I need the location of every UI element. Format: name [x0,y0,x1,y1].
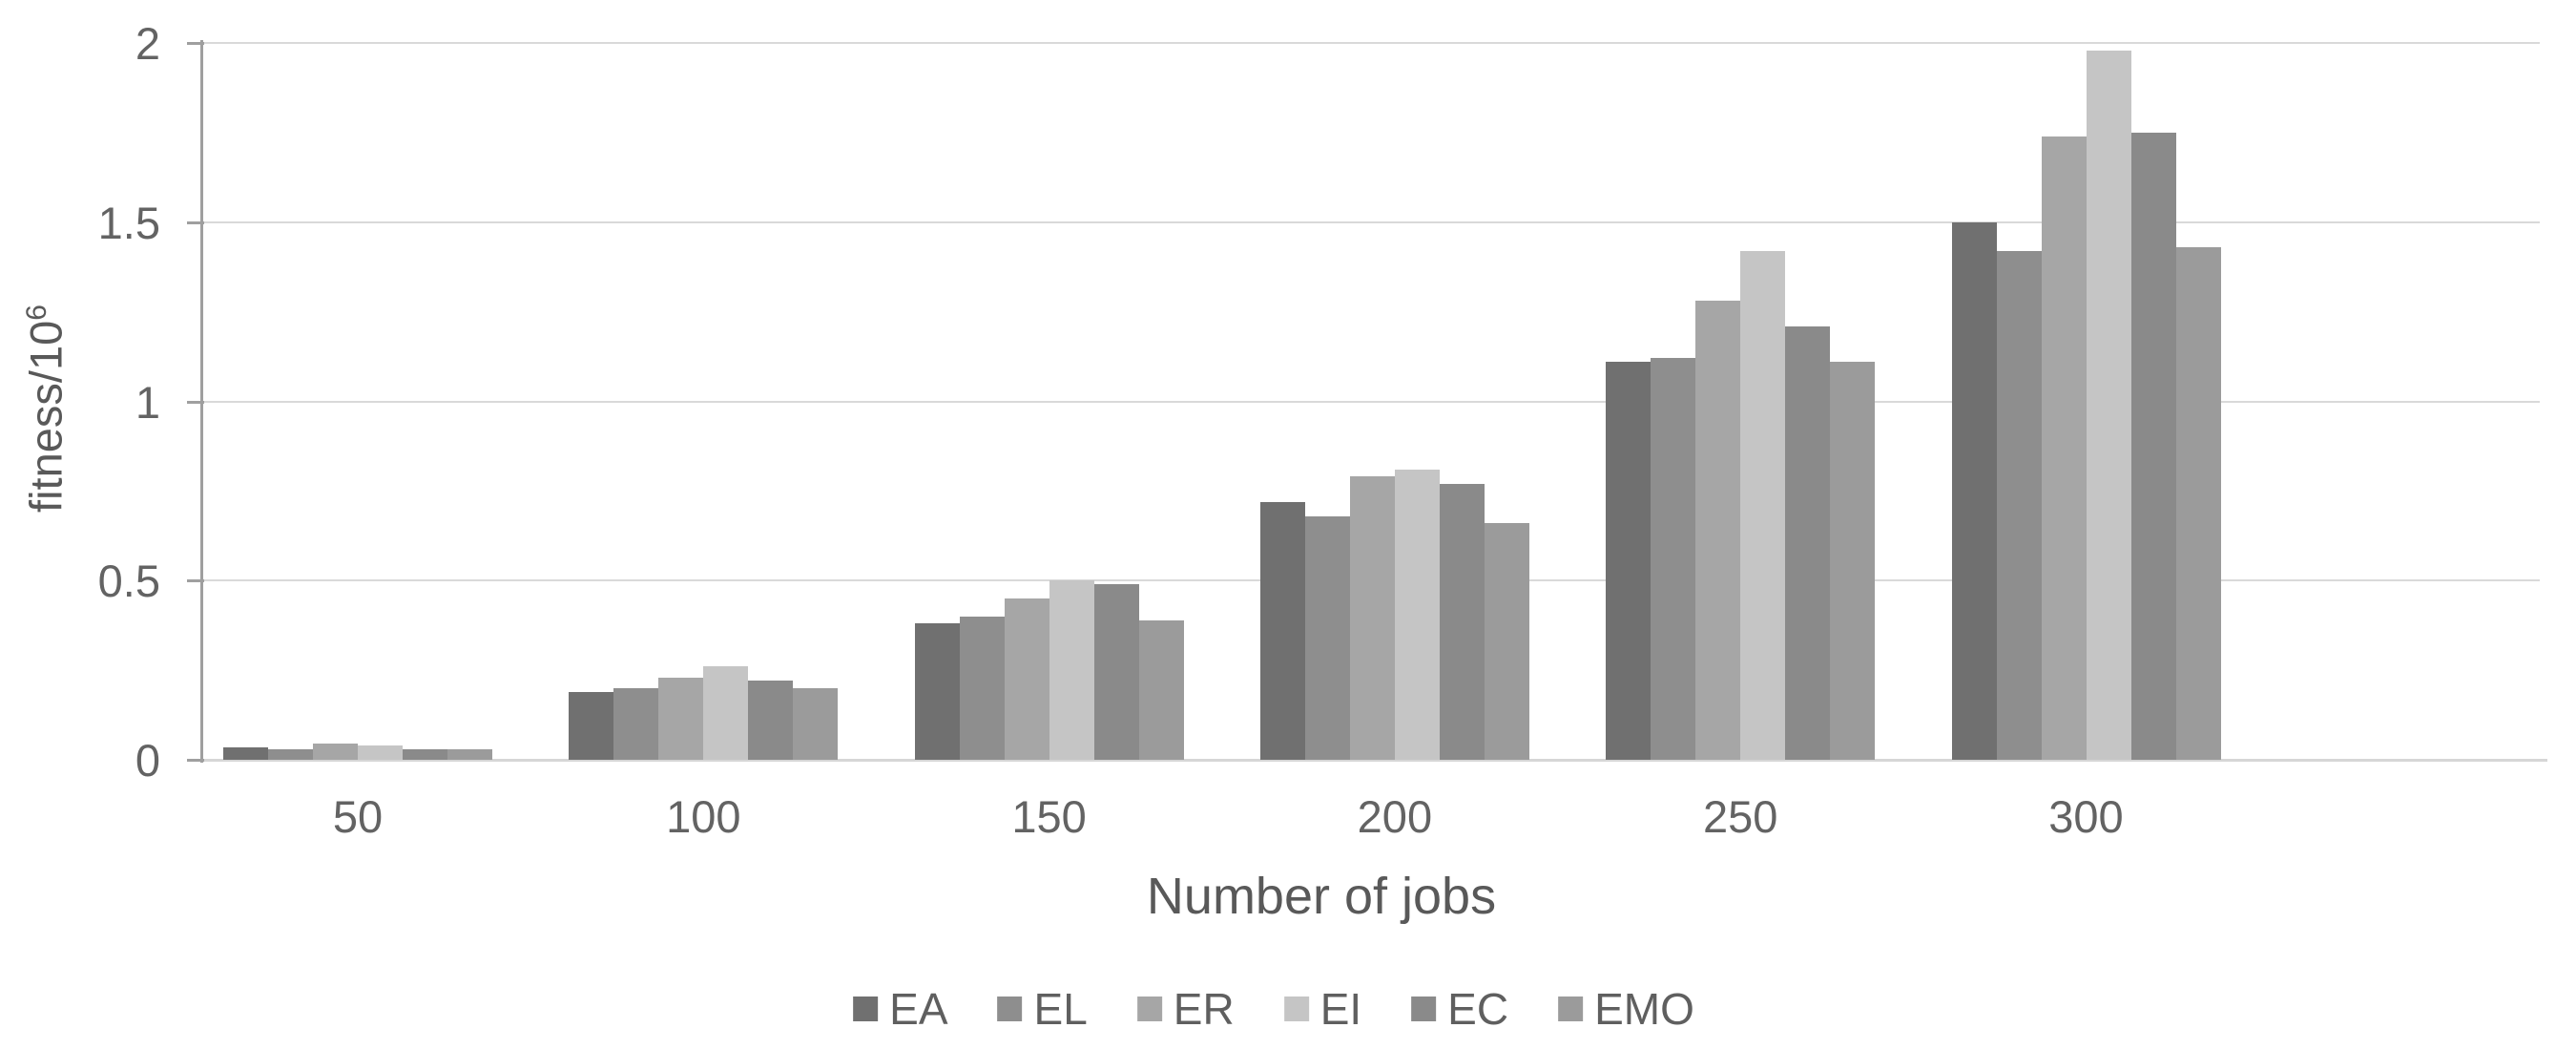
x-axis-title: Number of jobs [1146,868,1497,925]
legend-item-ER: ER [1136,984,1235,1034]
bar-EC-50 [403,748,447,760]
bar-EC-150 [1093,584,1139,760]
legend-item-EMO: EMO [1558,987,1694,1031]
bar-ER-300 [2041,136,2087,760]
y-axis-title-text: fitness/10 [20,320,72,513]
legend-swatch-icon [1558,997,1584,1021]
bar-EMO-200 [1484,523,1529,760]
bar-EL-250 [1651,358,1696,760]
x-tick-label-150: 150 [1011,791,1087,842]
y-tick-label-2: 2 [135,18,160,69]
legend-label-ER: ER [1173,984,1235,1034]
bar-EI-100 [703,666,749,760]
legend-item-EC: EC [1411,987,1508,1031]
y-tick-label-0: 0 [135,735,160,786]
y-axis-tick [187,400,204,404]
y-axis-tick [187,220,204,224]
bar-EL-150 [959,616,1005,760]
gridline-y-1 [201,400,2540,403]
bar-EMO-150 [1138,619,1184,760]
bar-EMO-100 [793,687,839,760]
bar-EMO-50 [447,748,492,760]
legend-swatch-icon [1411,997,1437,1021]
bar-EI-250 [1740,250,1786,760]
bar-EL-50 [268,748,313,760]
x-tick-label-50: 50 [332,791,384,842]
y-tick-label-0.5: 0.5 [97,556,160,607]
bar-EC-250 [1785,325,1831,760]
y-tick-label-1.5: 1.5 [97,197,160,248]
legend-label-EL: EL [1033,984,1088,1034]
legend-item-EL: EL [997,984,1088,1034]
bar-EMO-250 [1830,362,1876,760]
y-axis-title: fitness/106 [20,304,73,513]
bar-EL-300 [1996,250,2042,760]
legend-item-EI: EI [1283,984,1362,1034]
legend-label-EI: EI [1319,984,1362,1034]
x-tick-label-250: 250 [1702,791,1778,842]
bar-EC-200 [1439,483,1485,760]
bar-EA-200 [1259,501,1305,760]
x-tick-label-200: 200 [1357,791,1433,842]
bar-EI-300 [2086,50,2131,760]
bar-EA-100 [569,691,614,760]
legend-swatch-icon [853,997,879,1021]
gridline-y-2 [201,42,2540,44]
bar-EA-300 [1951,221,1997,760]
y-tick-label-1: 1 [135,376,160,428]
bar-ER-100 [658,677,704,760]
legend-swatch-icon [997,997,1023,1021]
legend-swatch-icon [1283,997,1309,1021]
x-axis-line [200,759,2547,762]
legend-item-EA: EA [853,984,948,1034]
y-axis-tick [187,579,204,583]
y-axis-tick [187,42,204,45]
legend-label-EA: EA [889,984,948,1034]
bar-ER-250 [1695,301,1741,760]
bar-EMO-300 [2175,247,2221,760]
bar-EC-300 [2130,132,2176,760]
bar-EA-150 [914,623,960,760]
legend: EA EL ER EI EC EMO [853,987,1694,1031]
bar-EA-250 [1606,362,1652,760]
x-tick-label-100: 100 [666,791,741,842]
bar-EL-200 [1304,515,1350,760]
y-axis-title-exponent: 6 [20,304,52,321]
y-axis-tick [187,759,204,762]
legend-swatch-icon [1136,997,1162,1021]
bar-ER-200 [1349,476,1395,760]
bar-EI-200 [1394,469,1440,760]
bar-EC-100 [748,681,794,760]
bar-EA-50 [223,746,268,760]
bar-EI-150 [1049,580,1094,760]
bar-ER-50 [313,744,358,760]
bar-ER-150 [1004,598,1049,760]
legend-label-EC: EC [1447,984,1509,1034]
x-tick-label-300: 300 [2048,791,2124,842]
bar-EI-50 [358,745,403,760]
gridline-y-1.5 [201,220,2540,223]
bar-EL-100 [613,687,659,760]
legend-label-EMO: EMO [1594,984,1694,1034]
